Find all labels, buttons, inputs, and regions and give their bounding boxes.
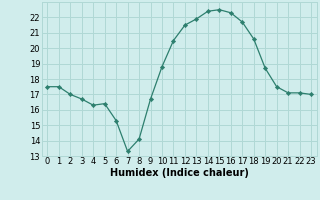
- X-axis label: Humidex (Indice chaleur): Humidex (Indice chaleur): [110, 168, 249, 178]
